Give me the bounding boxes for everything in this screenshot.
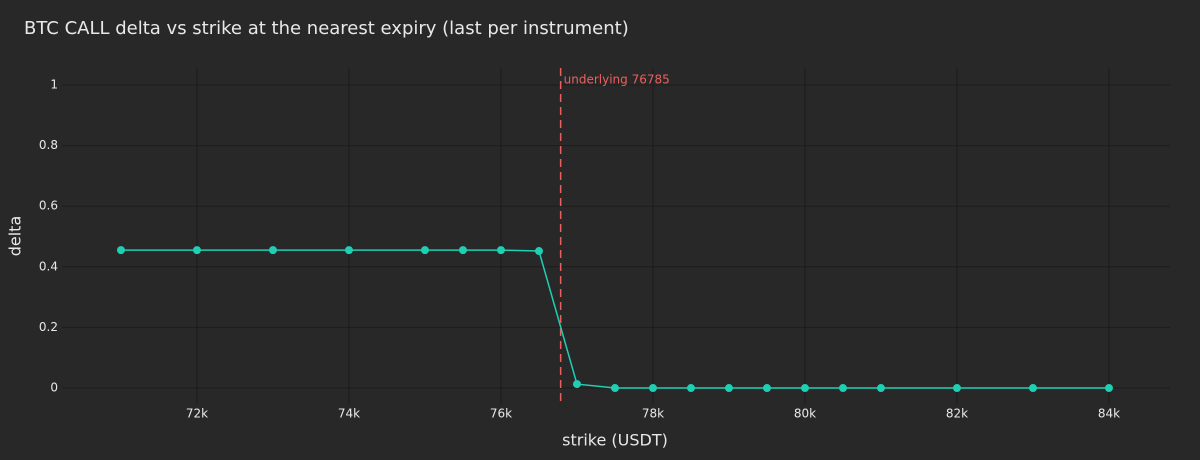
data-point [610,384,619,393]
x-tick-label: 80k [794,407,816,421]
x-tick-label: 74k [338,407,360,421]
y-tick-label: 0.4 [39,259,58,273]
y-tick-label: 0 [50,381,58,395]
x-tick-label: 84k [1098,407,1120,421]
chart-title: BTC CALL delta vs strike at the nearest … [24,18,629,39]
data-point [724,384,733,393]
data-point [838,384,847,393]
reference-label: underlying 76785 [564,73,670,87]
data-point [192,246,201,255]
data-point [876,384,885,393]
data-point [458,246,467,255]
x-tick-label: 76k [490,407,512,421]
data-point [1028,384,1037,393]
data-point [420,246,429,255]
y-axis-title: delta [6,216,25,257]
data-point [686,384,695,393]
data-point [496,246,505,255]
x-tick-label: 82k [946,407,968,421]
data-point [952,384,961,393]
data-point [648,384,657,393]
data-point [534,247,543,256]
y-tick-label: 0.8 [39,138,58,152]
data-point [116,246,125,255]
data-point [344,246,353,255]
x-tick-label: 78k [642,407,664,421]
y-tick-label: 1 [50,77,58,91]
data-line [120,249,1109,389]
data-point [268,246,277,255]
y-tick-label: 0.6 [39,199,58,213]
x-axis-title: strike (USDT) [562,431,668,450]
y-tick-label: 0.2 [39,320,58,334]
data-point [1104,384,1113,393]
x-tick-label: 72k [186,407,208,421]
data-point [762,384,771,393]
data-point [572,380,581,389]
data-point [800,384,809,393]
